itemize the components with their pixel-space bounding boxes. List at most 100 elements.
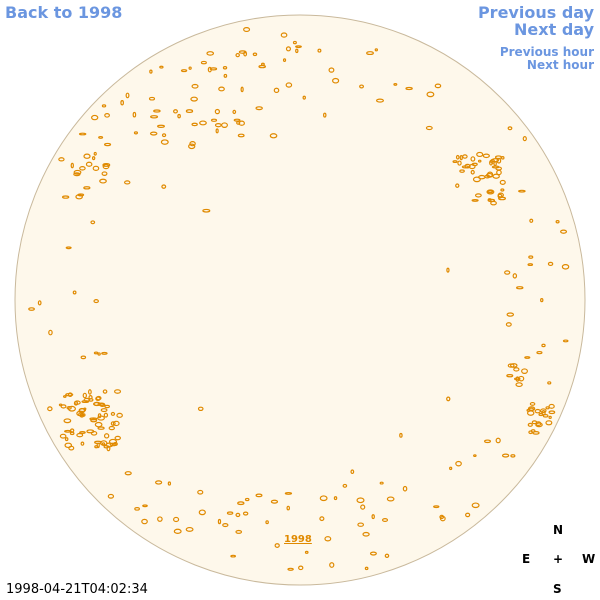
contour	[79, 166, 86, 171]
next-day-link[interactable]: Next day	[514, 20, 594, 39]
previous-day-link[interactable]: Previous day	[477, 3, 594, 22]
year-link[interactable]: 1998	[284, 534, 312, 545]
contour	[547, 381, 552, 385]
contour	[110, 421, 116, 426]
contour	[113, 441, 118, 447]
next-hour-link[interactable]: Next hour	[526, 58, 594, 72]
contour	[333, 496, 338, 501]
contour	[67, 392, 73, 398]
contour	[405, 86, 413, 91]
contour	[150, 115, 159, 119]
contour	[512, 273, 518, 279]
contour	[524, 356, 531, 359]
contour	[270, 499, 279, 504]
contour	[482, 153, 490, 159]
contour	[498, 196, 507, 201]
contour	[191, 122, 198, 127]
contour	[374, 48, 379, 52]
contour	[199, 120, 207, 126]
contour	[161, 133, 167, 138]
contour	[255, 493, 263, 498]
contour	[402, 485, 408, 492]
contour	[102, 389, 108, 394]
contour	[477, 159, 482, 163]
contour	[235, 52, 240, 58]
contour	[141, 518, 148, 525]
contour	[76, 432, 84, 438]
contour	[177, 113, 181, 119]
contour	[457, 160, 462, 166]
contour	[218, 86, 225, 92]
contour	[532, 430, 540, 435]
contour	[260, 62, 265, 66]
contour	[285, 82, 293, 88]
contour	[88, 389, 92, 395]
contour	[97, 352, 101, 356]
contour	[521, 368, 528, 374]
contour	[78, 132, 87, 136]
contour	[97, 413, 102, 419]
contour	[64, 437, 69, 442]
contour	[505, 322, 512, 327]
contour	[116, 412, 123, 418]
contour	[455, 460, 462, 467]
contour	[222, 523, 229, 528]
contour	[99, 178, 107, 184]
contour	[97, 426, 105, 430]
contour	[506, 312, 515, 317]
contour	[190, 96, 198, 102]
contour	[90, 418, 98, 423]
contour	[240, 86, 244, 93]
contour	[527, 263, 534, 267]
contour	[527, 406, 536, 412]
compass-north: N	[553, 523, 564, 537]
contour	[473, 454, 477, 458]
contour	[47, 406, 53, 412]
contour	[114, 435, 122, 441]
contour	[233, 118, 241, 122]
contour	[148, 96, 156, 101]
contour	[94, 445, 99, 449]
contour	[362, 531, 370, 537]
contour	[114, 389, 122, 394]
contour	[58, 403, 63, 407]
contour	[548, 415, 552, 420]
contour	[123, 180, 131, 185]
contour	[67, 405, 76, 412]
contour	[284, 491, 293, 495]
contour	[100, 440, 108, 446]
contour	[61, 195, 70, 199]
contour	[100, 408, 108, 413]
contour	[185, 526, 194, 532]
contour	[472, 176, 481, 183]
contour	[88, 395, 93, 400]
contour	[434, 83, 442, 89]
contour	[286, 505, 291, 511]
contour	[235, 529, 243, 534]
contour	[191, 83, 199, 89]
contour	[98, 135, 104, 139]
contour	[110, 411, 116, 416]
contour	[280, 32, 288, 38]
contour	[209, 67, 218, 71]
contour	[360, 504, 366, 510]
contour	[474, 193, 482, 198]
back-link[interactable]: Back to 1998	[5, 3, 123, 22]
contour	[73, 401, 79, 406]
contour	[470, 169, 475, 175]
contour	[93, 151, 97, 156]
contour	[399, 432, 403, 438]
contour	[332, 77, 340, 84]
contour	[103, 142, 112, 147]
contour	[173, 516, 180, 523]
contour	[493, 161, 497, 167]
contour	[285, 46, 292, 52]
contour	[89, 417, 98, 421]
previous-hour-link[interactable]: Previous hour	[499, 45, 594, 59]
contour	[452, 160, 458, 164]
contour	[93, 401, 101, 407]
contour	[185, 109, 194, 114]
contour	[242, 511, 249, 516]
contour	[63, 418, 72, 424]
contour	[65, 246, 72, 250]
